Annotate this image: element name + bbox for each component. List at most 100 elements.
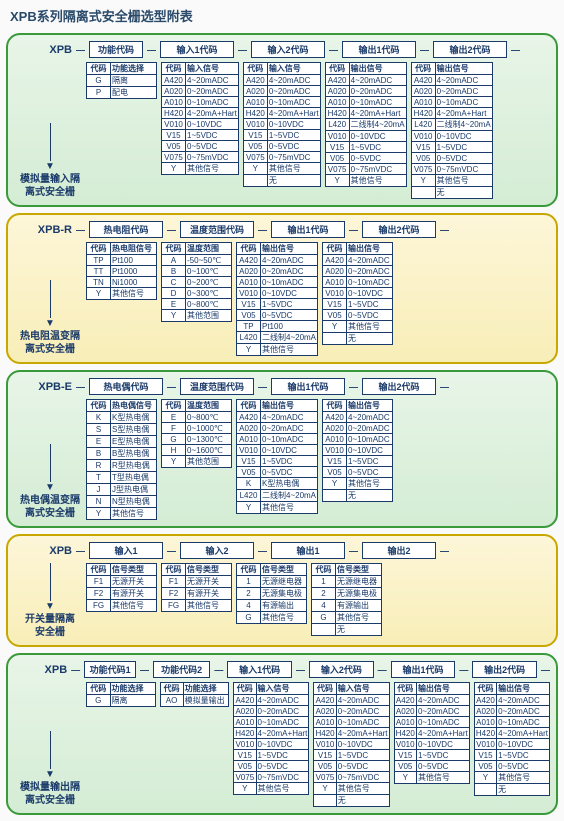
table-header-cell: 输出信号 xyxy=(349,63,406,75)
table-cell: 4~20mADC xyxy=(349,75,406,86)
table-row: V151~5VDC xyxy=(323,299,393,310)
table-header-cell: 代码 xyxy=(234,683,256,695)
table-cell: A010 xyxy=(314,717,336,728)
lookup-table: 代码输出信号A4204~20mADCA0200~20mADCA0100~10mA… xyxy=(411,62,493,199)
table-row: A0200~20mADC xyxy=(411,86,492,97)
table-cell: 配电 xyxy=(111,87,157,99)
table-cell: V075 xyxy=(243,152,267,163)
table-cell: 1~5VDC xyxy=(256,750,309,761)
table-header-cell: 代码 xyxy=(162,63,186,75)
side-column: ▼开关量隔离安全栅 xyxy=(14,563,86,639)
table-row: BB型热电偶 xyxy=(87,448,157,460)
table-cell: A020 xyxy=(325,86,349,97)
table-header-cell: 输出信号 xyxy=(261,400,318,412)
table-row: V0100~10VDC xyxy=(411,131,492,142)
table-cell: 0~800℃ xyxy=(186,299,232,310)
dash-sep: — xyxy=(440,382,449,392)
table-row: A4204~20mADC xyxy=(325,75,406,86)
table-cell: 4~20mA+Hart xyxy=(497,728,550,739)
dash-sep: — xyxy=(349,225,358,235)
table-row: F0~1000℃ xyxy=(162,423,232,434)
table-row: L420二线制4~20mA xyxy=(325,119,406,131)
table-cell: V010 xyxy=(411,131,435,142)
table-row: F1无源开关 xyxy=(162,576,232,588)
table-cell: V05 xyxy=(162,141,186,152)
lookup-table: 代码输入信号A4204~20mADCA0200~20mADCA0100~10mA… xyxy=(243,62,321,187)
tables-row: 代码功能选择G隔离P配电 代码输入信号A4204~20mADCA0200~20mA… xyxy=(86,62,550,199)
dash-sep: — xyxy=(420,45,429,55)
table-row: V050~5VDC xyxy=(237,467,318,478)
table-cell: 0~5VDC xyxy=(261,467,318,478)
table-row: TPPt100 xyxy=(87,255,157,266)
arrow-down-icon: ▼ xyxy=(45,769,55,780)
table-cell: V010 xyxy=(474,739,496,750)
table-row: 无 xyxy=(314,795,389,807)
body-row: ▼热电偶温变隔离式安全栅代码热电偶信号KK型热电偶SS型热电偶EE型热电偶BB型… xyxy=(14,399,550,520)
header-box: 输出2代码 xyxy=(472,661,537,678)
table-cell: 二线制4~20mA xyxy=(261,490,318,502)
side-column: ▼热电偶温变隔离式安全栅 xyxy=(14,399,86,520)
table-cell: A020 xyxy=(237,423,261,434)
table-cell: 0~10mADC xyxy=(256,717,309,728)
table-header-cell: 输出信号 xyxy=(261,243,318,255)
table-header-cell: 信号类型 xyxy=(186,564,232,576)
header-box: 热电偶代码 xyxy=(89,378,163,395)
table-header-cell: 代码 xyxy=(162,400,186,412)
table-cell: P xyxy=(87,87,111,99)
table-cell: 0~20mADC xyxy=(336,706,389,717)
table-row: FG其他信号 xyxy=(162,600,232,612)
table-cell: A420 xyxy=(323,255,347,266)
table-cell: 隔离 xyxy=(110,695,155,707)
table-cell: 无源开关 xyxy=(111,576,157,588)
table-cell: 4~20mADC xyxy=(497,695,550,706)
table-row: V0100~10VDC xyxy=(314,739,389,750)
tables-row: 代码信号类型F1无源开关F2有源开关FG其他信号代码信号类型F1无源开关F2有源… xyxy=(86,563,550,639)
table-cell: A010 xyxy=(323,277,347,288)
table-cell: Y xyxy=(474,772,496,784)
side-column: ▼ 模拟量输出隔离式安全栅 xyxy=(14,682,86,807)
table-cell: 0~20mADC xyxy=(347,266,393,277)
lookup-table: 代码功能选择G隔离P配电 xyxy=(86,62,157,99)
dash-sep: — xyxy=(147,45,156,55)
table-cell: H420 xyxy=(314,728,336,739)
side-label: 模拟量输出隔离式安全栅 xyxy=(20,782,80,807)
table-cell: B型热电偶 xyxy=(111,448,157,460)
table-cell: V15 xyxy=(314,750,336,761)
table-cell: V010 xyxy=(162,119,186,130)
table-row: A4204~20mADC xyxy=(411,75,492,86)
table-row: V0100~10VDC xyxy=(474,739,549,750)
table-cell: V15 xyxy=(234,750,256,761)
table-cell: FG xyxy=(87,600,111,612)
dash-sep: — xyxy=(440,225,449,235)
table-cell: 1~5VDC xyxy=(186,130,239,141)
table-cell: 其他信号 xyxy=(267,163,320,175)
table-cell: 0~10VDC xyxy=(347,445,393,456)
header-row: XPB—功能代码1—功能代码2—输入1代码—输入2代码—输出1代码—输出2代码— xyxy=(14,661,550,678)
table-cell: K xyxy=(87,412,111,424)
table-cell: Ni1000 xyxy=(111,277,157,288)
table-cell: 0~75mVDC xyxy=(186,152,239,163)
dash-sep: — xyxy=(329,45,338,55)
table-header-cell: 温度范围 xyxy=(186,243,232,255)
header-box: 输入1代码 xyxy=(227,661,292,678)
tables-row: 代码热电偶信号KK型热电偶SS型热电偶EE型热电偶BB型热电偶RR型热电偶TT型… xyxy=(86,399,550,520)
table-cell: V05 xyxy=(474,761,496,772)
table-cell: A010 xyxy=(325,97,349,108)
table-cell: 无 xyxy=(336,624,382,636)
table-cell: V075 xyxy=(314,772,336,783)
dash-sep: — xyxy=(214,665,223,675)
table-row: V151~5VDC xyxy=(411,142,492,153)
table-row: V050~5VDC xyxy=(411,153,492,164)
dash-sep: — xyxy=(459,665,468,675)
table-cell: 其他信号 xyxy=(111,600,157,612)
lookup-table: 代码信号类型F1无源开关F2有源开关FG其他信号 xyxy=(161,563,232,612)
table-header-cell: 功能选择 xyxy=(183,683,228,695)
table-row: F1无源开关 xyxy=(87,576,157,588)
table-cell: 0~10VDC xyxy=(349,131,406,142)
table-row: V0750~75mVDC xyxy=(325,164,406,175)
table-cell: Pt1000 xyxy=(111,266,157,277)
table-row: TNNi1000 xyxy=(87,277,157,288)
table-cell: 4~20mADC xyxy=(347,412,393,423)
table-cell: 其他信号 xyxy=(186,600,232,612)
table-cell: 4~20mADC xyxy=(416,695,469,706)
